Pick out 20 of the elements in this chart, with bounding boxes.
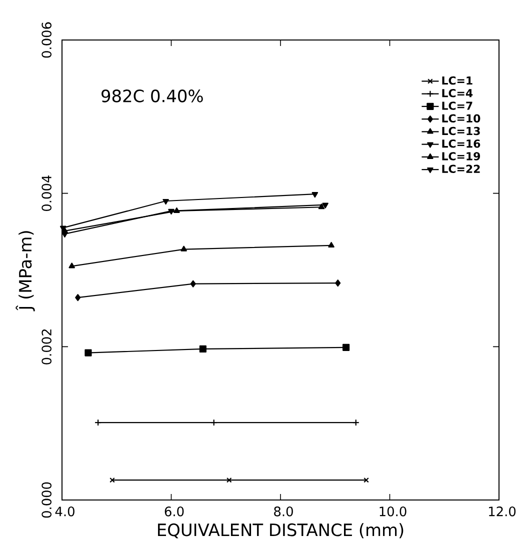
y-axis-title: Ĵ (MPa-m) [16, 231, 35, 312]
x-axis-title: EQUIVALENT DISTANCE (mm) [158, 523, 404, 538]
x-tick-label: 6.0 [164, 506, 184, 516]
legend-label: LC=1 [442, 76, 472, 85]
x-tick-label: 12.0 [489, 506, 516, 516]
y-tick-label: 0.006 [42, 22, 52, 58]
x-tick-label: 4.0 [55, 506, 74, 516]
legend-label: LC=16 [442, 139, 480, 148]
y-tick-label: 0.004 [42, 176, 52, 212]
y-tick-label: 0.000 [42, 482, 52, 518]
annotation: 982C 0.40% [102, 90, 203, 102]
legend-label: LC=19 [442, 152, 480, 160]
legend-label: LC=4 [442, 89, 473, 98]
y-tick-label: 0.002 [42, 329, 52, 364]
x-tick-label: 8.0 [274, 506, 293, 516]
x-tick-label: 10.0 [380, 506, 406, 516]
legend-label: LC=13 [442, 126, 480, 136]
legend-label: LC=10 [442, 114, 480, 123]
legend-label: LC=22 [442, 164, 480, 173]
legend-label: LC=7 [442, 102, 472, 110]
